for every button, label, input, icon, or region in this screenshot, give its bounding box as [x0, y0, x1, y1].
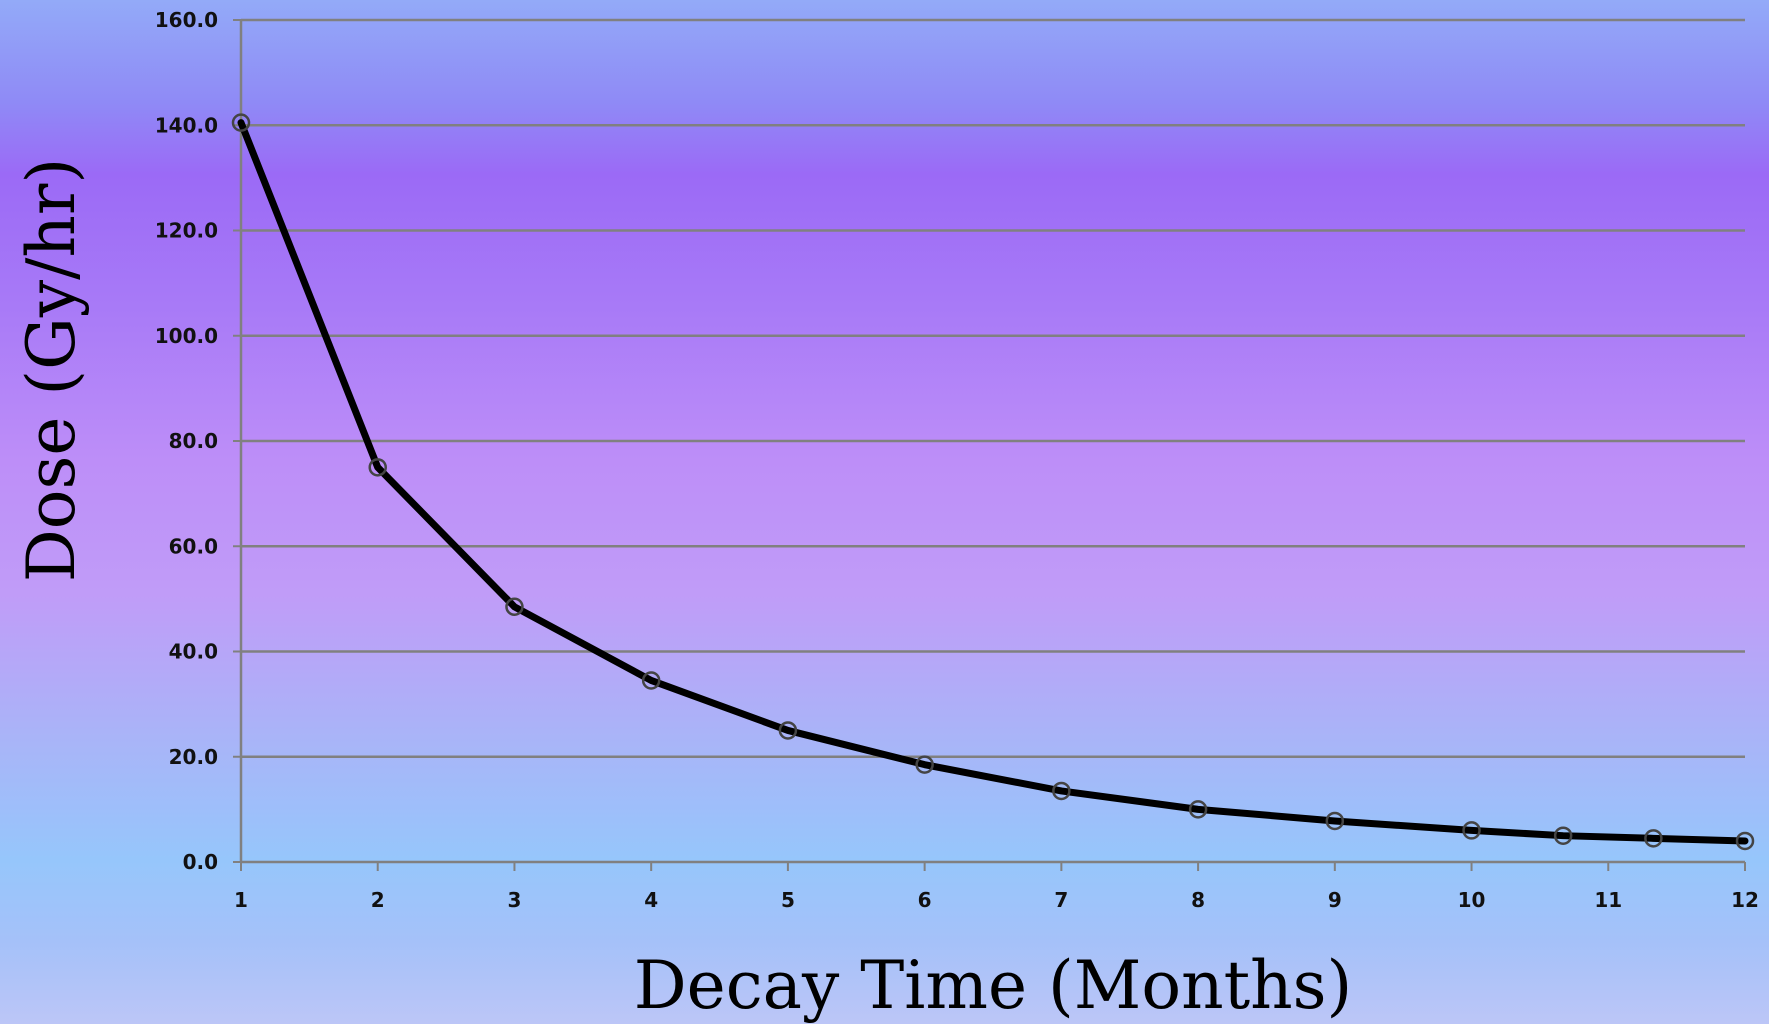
axes	[233, 19, 1746, 871]
x-tick-label: 7	[1054, 888, 1068, 912]
x-tick-label: 11	[1594, 888, 1622, 912]
y-tick-label: 100.0	[155, 324, 218, 348]
x-tick-label: 8	[1191, 888, 1205, 912]
x-tick-label: 12	[1731, 888, 1759, 912]
y-tick-label: 80.0	[169, 429, 218, 453]
x-tick-label: 9	[1328, 888, 1342, 912]
series-line-0	[237, 119, 1749, 845]
x-tick-label: 3	[507, 888, 521, 912]
data-point	[1188, 800, 1208, 819]
x-tick-label: 6	[918, 888, 932, 912]
data-point	[1644, 829, 1663, 848]
x-axis-title: Decay Time (Months)	[634, 947, 1353, 1024]
y-tick-label: 40.0	[169, 640, 218, 664]
data-point	[505, 597, 524, 617]
y-axis-title: Dose (Gy/hr)	[13, 158, 90, 582]
y-tick-label: 20.0	[169, 745, 218, 769]
y-tick-labels: 0.0 20.0 40.0 60.0 80.0 100.0 120.0 140.0 160.0	[155, 8, 218, 874]
y-tick-label: 160.0	[155, 8, 218, 32]
y-tick-label: 140.0	[155, 113, 218, 137]
y-tick-label: 60.0	[169, 534, 218, 558]
gridlines	[241, 18, 1745, 758]
data-point	[1325, 811, 1345, 831]
y-tick-label: 0.0	[183, 850, 218, 874]
data-point	[1735, 831, 1755, 851]
x-tick-labels: 1 2 3 4 5 6 7 8 9 10 11 12	[234, 888, 1759, 912]
data-point	[368, 458, 387, 477]
data-point	[778, 721, 798, 740]
x-tick-label: 2	[371, 888, 385, 912]
x-tick-label: 1	[234, 888, 248, 912]
data-point	[1462, 821, 1481, 840]
data-point	[231, 113, 251, 132]
data-point	[641, 671, 661, 690]
x-tick-label: 10	[1458, 888, 1486, 912]
x-tick-label: 5	[781, 888, 795, 912]
x-tick-label: 4	[644, 888, 658, 912]
data-series	[231, 113, 1755, 851]
y-tick-label: 120.0	[155, 219, 218, 243]
data-point	[1052, 781, 1071, 801]
data-point	[1553, 826, 1573, 845]
data-point	[915, 755, 934, 774]
